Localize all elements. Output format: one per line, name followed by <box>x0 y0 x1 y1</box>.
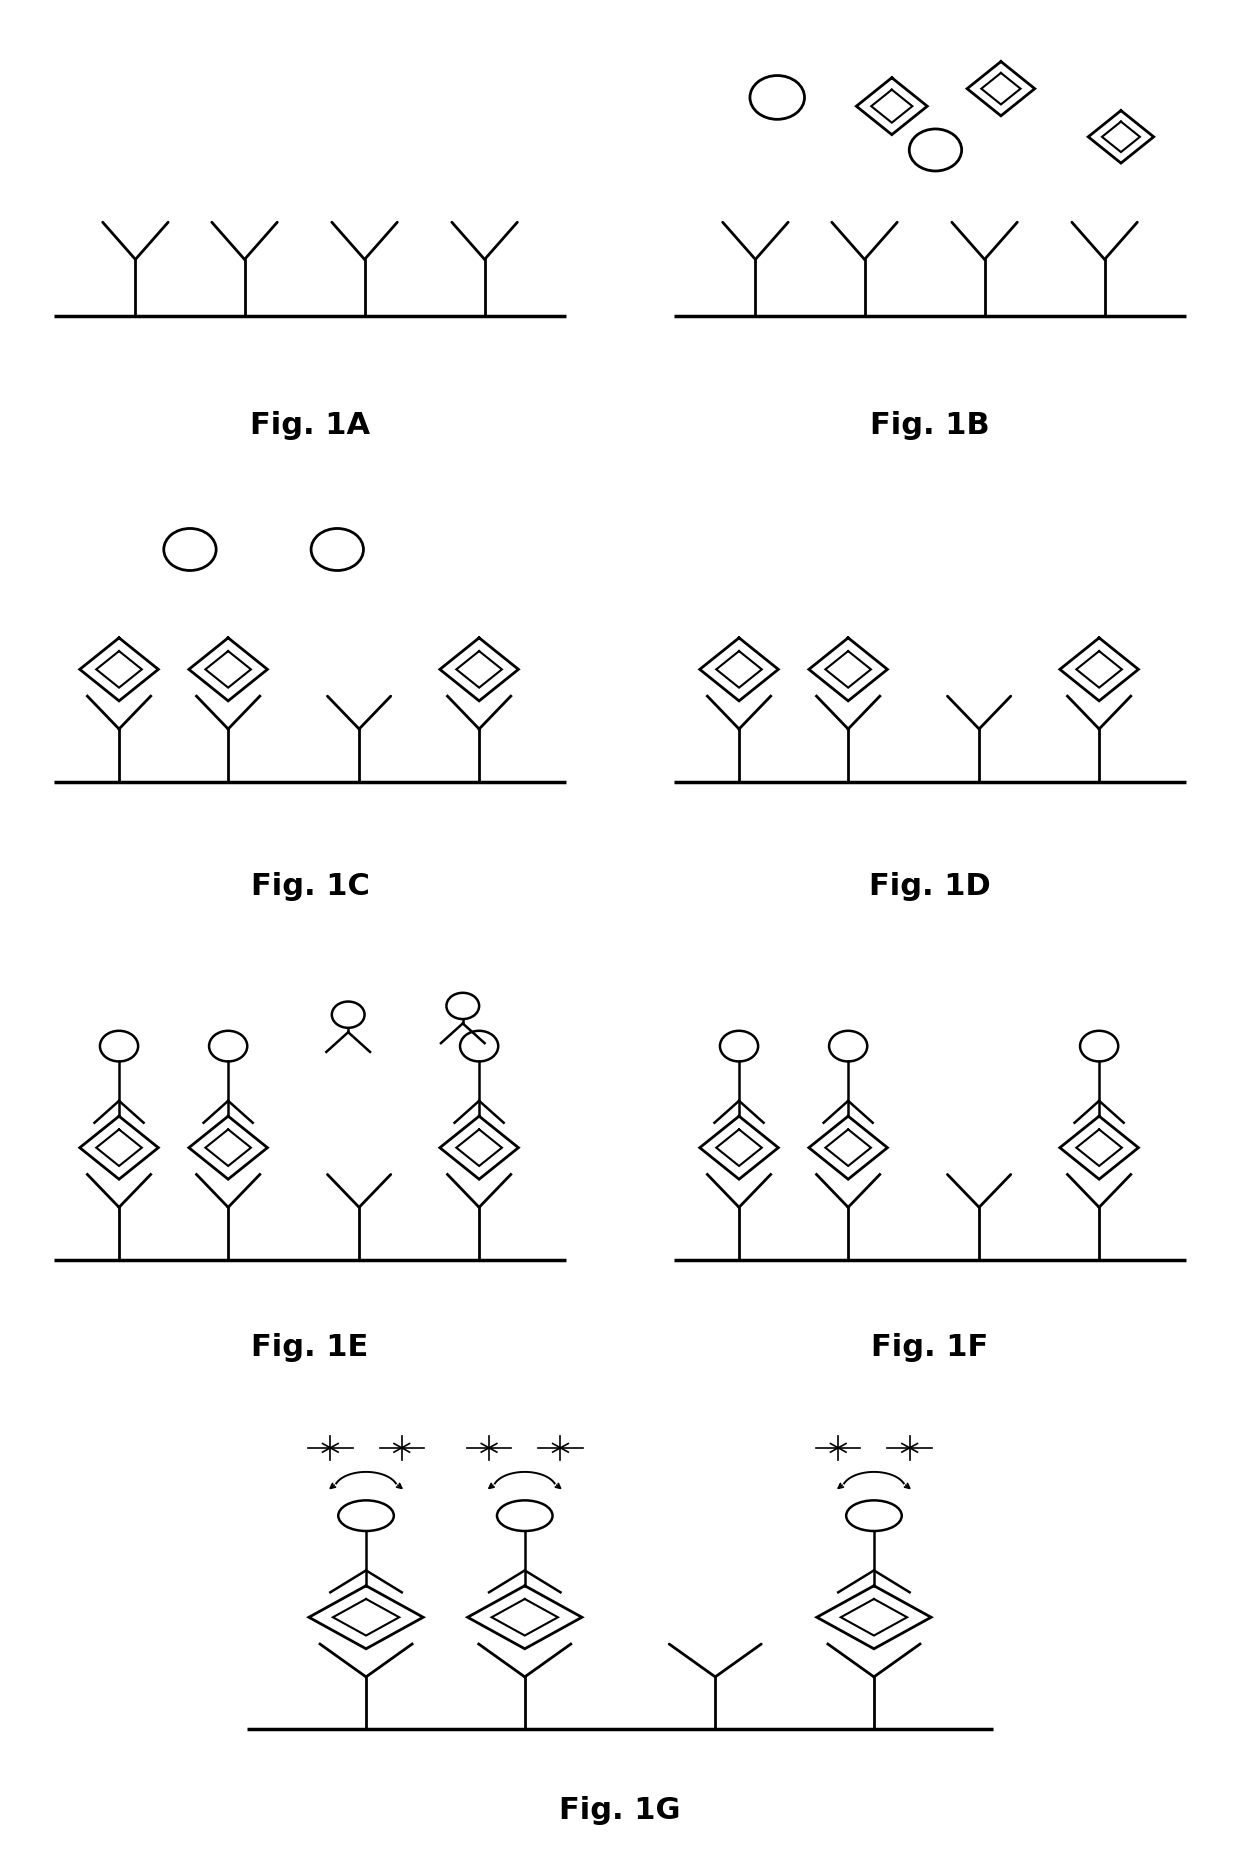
Text: Fig. 1E: Fig. 1E <box>252 1332 368 1362</box>
Text: Fig. 1G: Fig. 1G <box>559 1796 681 1826</box>
Text: Fig. 1B: Fig. 1B <box>870 412 990 440</box>
Text: Fig. 1A: Fig. 1A <box>250 412 370 440</box>
Text: Fig. 1C: Fig. 1C <box>250 872 370 902</box>
Text: Fig. 1F: Fig. 1F <box>872 1332 988 1362</box>
Text: Fig. 1D: Fig. 1D <box>869 872 991 902</box>
